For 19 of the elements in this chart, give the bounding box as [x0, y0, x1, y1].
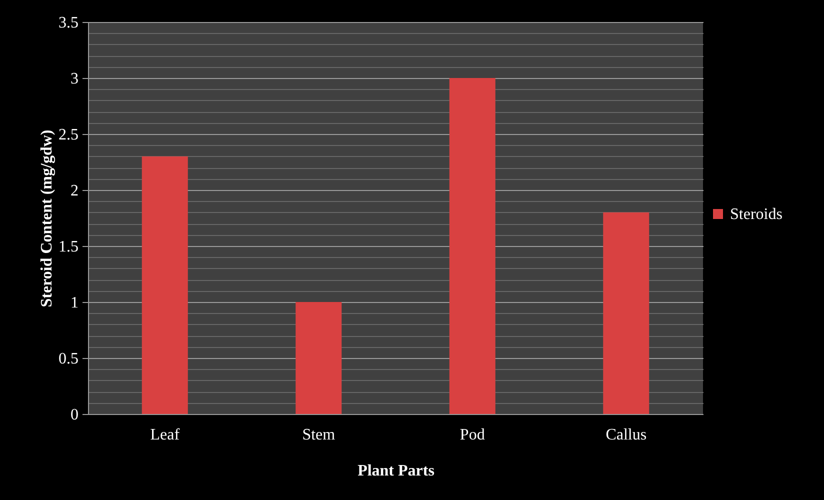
x-tick-label: Callus — [606, 426, 647, 444]
y-tick-label: 0.5 — [58, 350, 78, 368]
y-tick-label: 2 — [70, 182, 78, 200]
bar — [142, 156, 188, 414]
y-axis-title: Steroid Content (mg/gdw) — [38, 130, 56, 308]
x-tick-label: Pod — [460, 426, 485, 444]
y-tick-label: 1.5 — [58, 238, 78, 256]
bar — [603, 212, 650, 414]
y-tick-label: 0 — [70, 406, 78, 424]
bar — [296, 302, 342, 414]
y-tick-label: 1 — [70, 294, 78, 312]
bar — [449, 78, 496, 414]
y-tick-label: 3.5 — [58, 14, 78, 32]
x-tick-label: Leaf — [150, 426, 180, 444]
y-tick-label: 2.5 — [58, 126, 78, 144]
legend-label: Steroids — [730, 206, 782, 223]
x-tick-label: Stem — [302, 426, 336, 444]
y-tick-label: 3 — [70, 70, 78, 88]
x-axis-title: Plant Parts — [358, 462, 434, 480]
